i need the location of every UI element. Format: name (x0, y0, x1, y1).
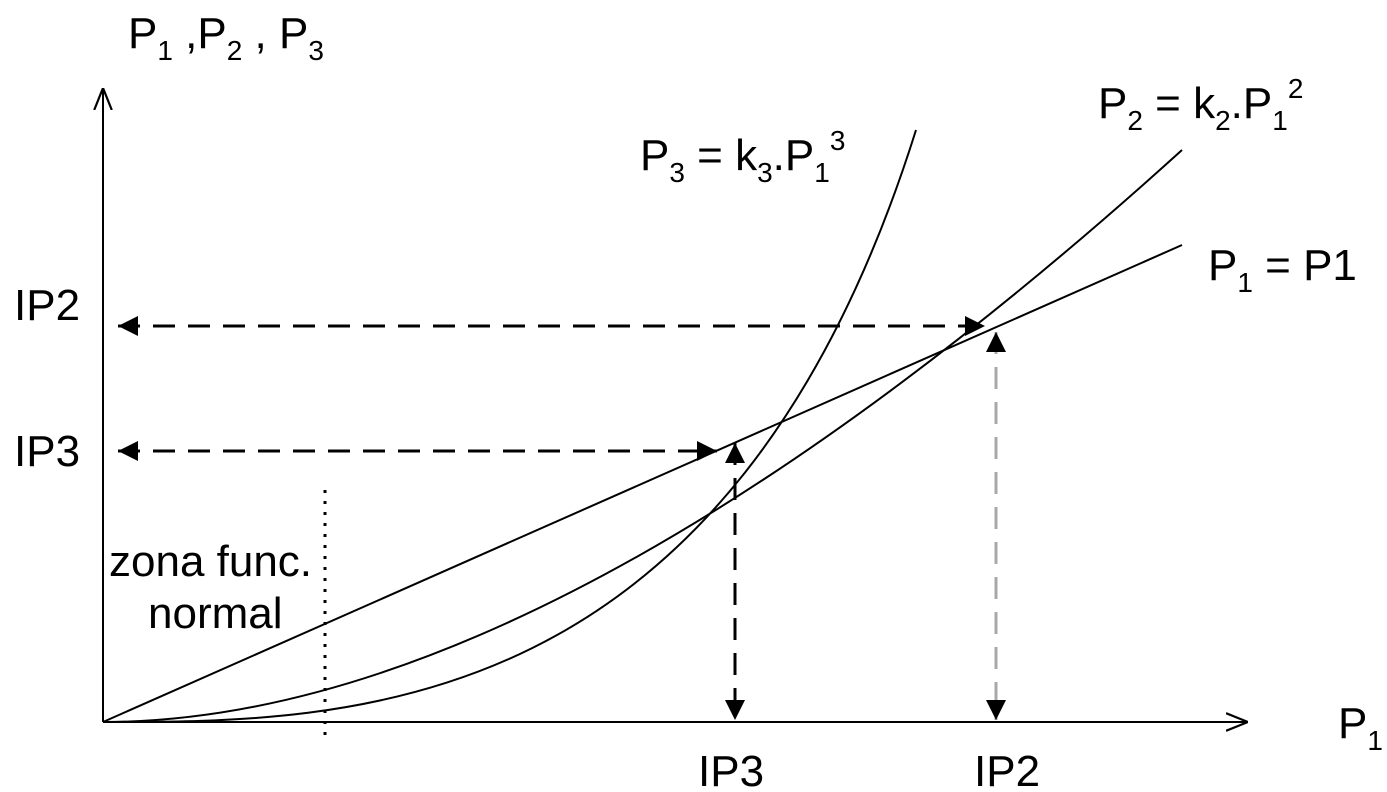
curve-p3-exp: 3 (830, 125, 846, 156)
curve-p2-quadratic (102, 149, 1183, 723)
ip2-x-label: IP2 (974, 747, 1040, 792)
y-axis-p2: P (197, 9, 226, 58)
y-axis-p3-sub: 3 (308, 35, 324, 66)
ip2-y-label: IP2 (14, 281, 80, 330)
ip3-x-label: IP3 (698, 747, 764, 792)
y-axis-p1: P (128, 9, 157, 58)
y-axis-title: P1 ,P2 , P3 (128, 9, 324, 66)
y-axis-sep1: , (173, 9, 197, 58)
curve-p3-lhs-sub: 3 (669, 157, 685, 188)
curve-p3-label: P3 = k3.P13 (640, 125, 845, 188)
y-axis-sep2: , (242, 9, 279, 58)
curve-p2-p-sub: 1 (1272, 105, 1288, 136)
y-axis-p1-sub: 1 (157, 35, 173, 66)
curve-p1-lhs: P (1208, 241, 1237, 290)
curve-p2-label: P2 = k2.P12 (1098, 73, 1303, 136)
zone-label-line2: normal (148, 589, 283, 638)
curve-p2-exp: 2 (1288, 73, 1304, 104)
curve-p3-cubic (102, 129, 917, 723)
x-axis-title: P1 (1338, 699, 1383, 756)
x-axis-p: P (1338, 699, 1367, 748)
curve-p2-k-sub: 2 (1215, 105, 1231, 136)
curve-p2-lhs-sub: 2 (1127, 105, 1143, 136)
curve-p1-linear (102, 244, 1183, 723)
ip3-y-label: IP3 (14, 427, 80, 476)
y-axis-p2-sub: 2 (227, 35, 243, 66)
curve-p3-k-sub: 3 (757, 157, 773, 188)
curve-p2-eq: = k (1143, 79, 1216, 128)
curve-p1-lhs-sub: 1 (1237, 267, 1253, 298)
x-axis-p-sub: 1 (1367, 725, 1383, 756)
curve-p3-eq: = k (685, 131, 758, 180)
curve-p2-lhs: P (1098, 79, 1127, 128)
curve-p3-lhs: P (640, 131, 669, 180)
curve-p3-p-sub: 1 (814, 157, 830, 188)
curve-p1-rhs: = P1 (1253, 241, 1357, 290)
curve-p1-label: P1 = P1 (1208, 241, 1357, 298)
zone-label-line1: zona func. (109, 537, 312, 586)
y-axis-p3: P (279, 9, 308, 58)
curve-p3-dot-p: .P (773, 131, 815, 180)
curve-p2-dot-p: .P (1231, 79, 1273, 128)
